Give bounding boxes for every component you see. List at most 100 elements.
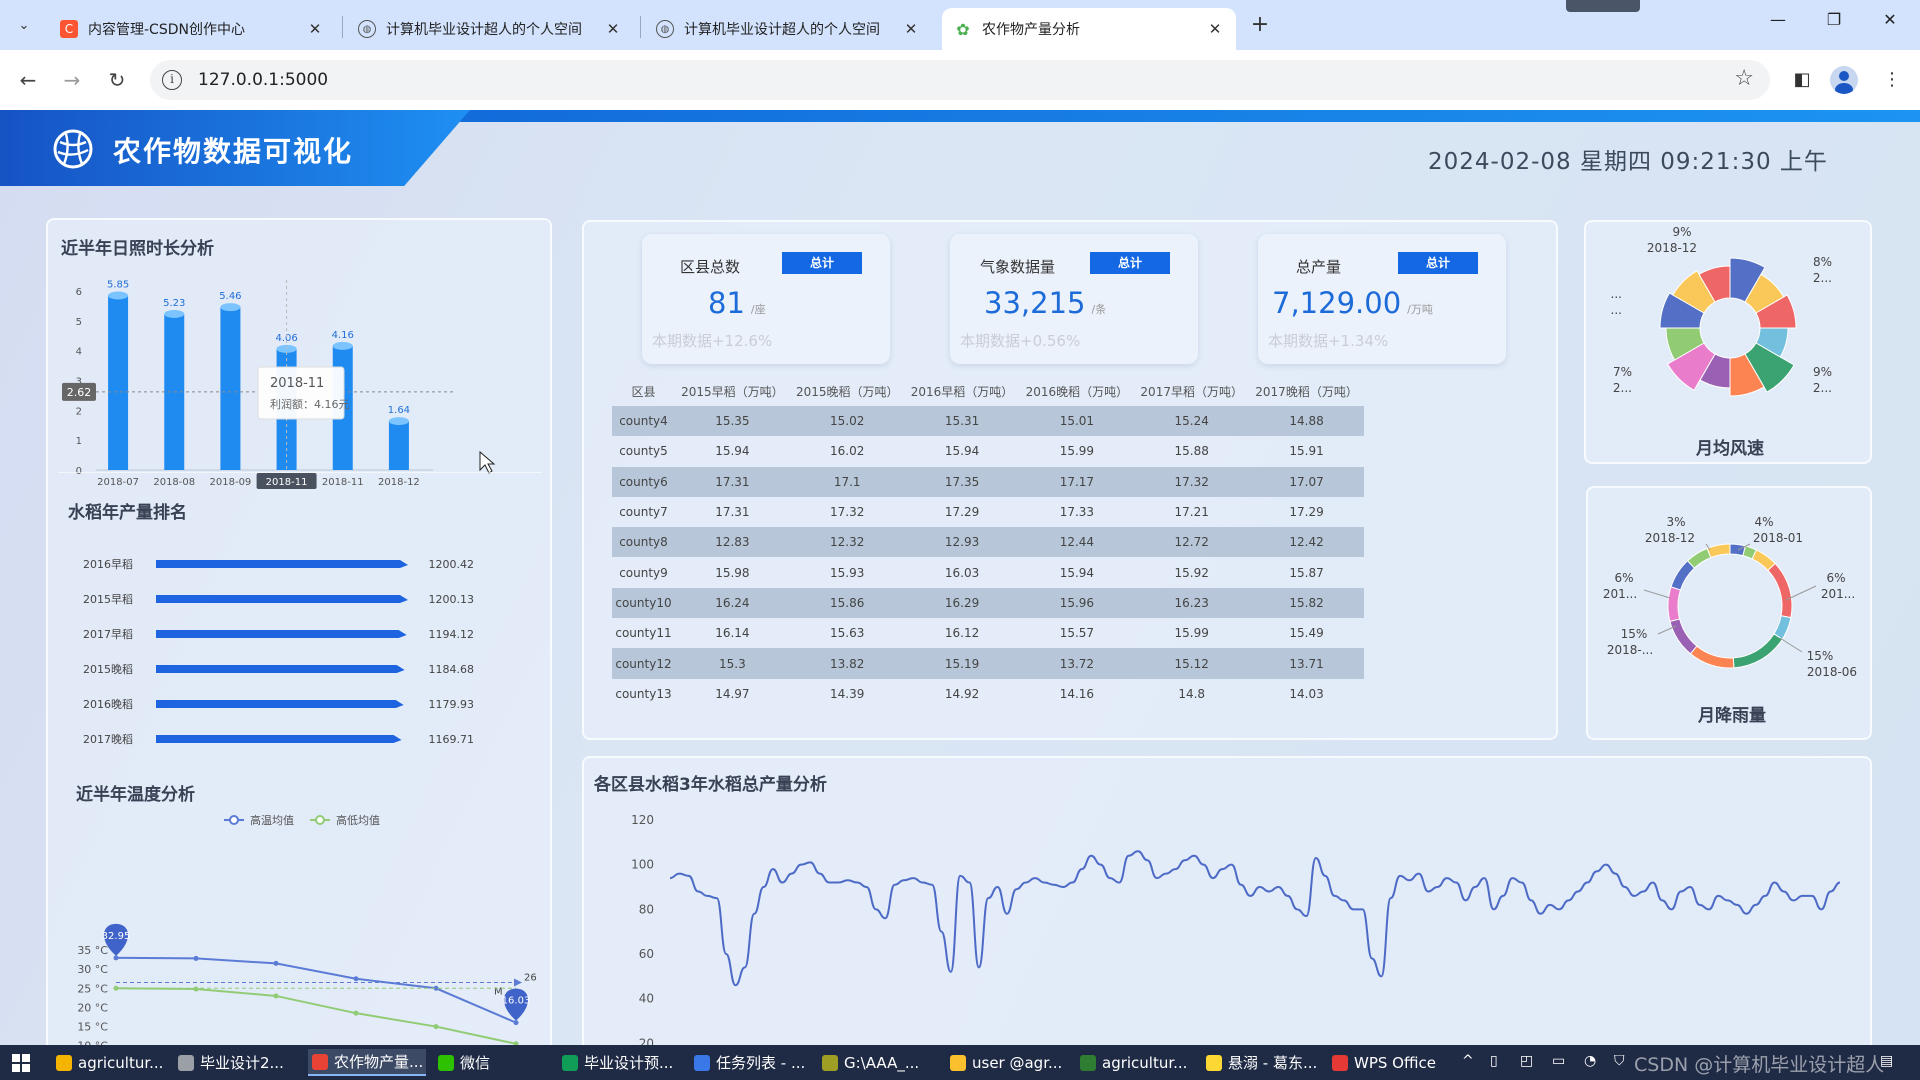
close-icon[interactable]: ✕: [606, 20, 620, 38]
rain-label: 201...: [1603, 587, 1637, 601]
temperature-chart-title: 近半年温度分析: [76, 785, 195, 805]
close-icon[interactable]: ✕: [904, 20, 918, 38]
side-panel-icon[interactable]: ◧: [1793, 69, 1811, 90]
new-tab-button[interactable]: +: [1250, 12, 1270, 37]
taskbar-item[interactable]: agricultur...: [52, 1049, 168, 1076]
taskbar-item[interactable]: 毕业设计2...: [174, 1049, 300, 1076]
wind-speed-rose-chart[interactable]: 9% 2018-12 8% 2......... 7% 2... 9% 2...: [1586, 222, 1874, 466]
column-header[interactable]: 2015晚稻（万吨）: [795, 384, 899, 399]
low-temp-point: [353, 1010, 359, 1016]
reload-icon[interactable]: ↻: [108, 68, 126, 92]
close-window-button[interactable]: ✕: [1883, 10, 1897, 29]
stat-number: 33,215: [984, 286, 1086, 320]
table-cell: county4: [612, 406, 675, 437]
app-icon: [1080, 1054, 1096, 1071]
taskbar-item[interactable]: agricultur...: [1076, 1049, 1194, 1076]
total-badge[interactable]: 总计: [782, 252, 862, 274]
column-header[interactable]: 2016晚稻（万吨）: [1025, 384, 1129, 399]
table-row[interactable]: county9 15.98 15.93 16.03 15.94 15.92 15.87: [612, 557, 1364, 587]
table-row[interactable]: county11 16.14 15.63 16.12 15.57 15.99 15.49: [612, 618, 1364, 648]
column-header[interactable]: 2015早稻（万吨）: [681, 384, 784, 399]
column-header[interactable]: 2016早稻（万吨）: [910, 384, 1014, 399]
taskbar-item[interactable]: WPS Office: [1328, 1049, 1446, 1076]
rain-label: 201...: [1821, 587, 1855, 601]
tray-wifi-icon[interactable]: ◔: [1584, 1053, 1597, 1069]
stat-delta: 本期数据+1.34%: [1268, 332, 1389, 350]
mark-label: M: [494, 987, 503, 998]
table-cell: 13.71: [1249, 648, 1364, 679]
profile-avatar[interactable]: [1830, 66, 1858, 94]
taskbar-item[interactable]: 毕业设计预...: [558, 1049, 680, 1076]
table-row[interactable]: county6 17.31 17.1 17.35 17.17 17.32 17.07: [612, 466, 1364, 497]
total-badge[interactable]: 总计: [1090, 252, 1170, 274]
tooltip-text: 利润额：4.16元: [270, 397, 350, 411]
rank-bar: [156, 665, 405, 673]
restore-button[interactable]: ❐: [1826, 10, 1842, 29]
tab-label: 计算机毕业设计超人的个人空间: [684, 22, 880, 38]
windows-start-icon[interactable]: [12, 1054, 30, 1072]
table-row[interactable]: county8 12.83 12.32 12.93 12.44 12.72 12.42: [612, 527, 1364, 558]
low-temp-point: [193, 986, 199, 992]
site-info-icon[interactable]: i: [162, 70, 182, 90]
taskbar-item[interactable]: 微信: [434, 1049, 550, 1076]
tab-crop-analysis[interactable]: ✿ 农作物产量分析 ✕: [942, 8, 1236, 50]
rice-rank-bar-chart[interactable]: 2016早稻 1200.42 2015早稻 1200.13 2017早稻 1194.12 2…: [48, 220, 554, 746]
rainfall-donut-chart[interactable]: 3% 2018-12 4% 2018-01 6% 201... 6% 201... 15% 201…: [1588, 488, 1874, 742]
url-text[interactable]: 127.0.0.1:5000: [198, 70, 329, 90]
taskbar-item[interactable]: user @agr...: [946, 1049, 1068, 1076]
production-line-chart[interactable]: 020406080100120county1county14county19co…: [584, 758, 1874, 1045]
address-bar[interactable]: i 127.0.0.1:5000 ☆: [150, 60, 1770, 100]
tab-personal-space-2[interactable]: ◍ 计算机毕业设计超人的个人空间 ✕: [644, 8, 932, 50]
table-cell: 14.03: [1289, 686, 1324, 701]
table-cell: county9: [619, 565, 668, 580]
column-header[interactable]: 2017晚稻（万吨）: [1255, 384, 1358, 399]
high-temp-point: [193, 955, 199, 961]
rank-value: 1200.42: [429, 558, 475, 571]
tray-chevron-icon[interactable]: ^: [1462, 1053, 1474, 1069]
tab-search-icon[interactable]: ⌄: [18, 17, 30, 33]
taskbar-item[interactable]: 悬溺 - 葛东...: [1202, 1049, 1320, 1076]
tray-shield-icon[interactable]: ⛉: [1614, 1053, 1625, 1069]
taskbar-item[interactable]: G:\AAA_...: [818, 1049, 938, 1076]
table-row[interactable]: county12 15.3 13.82 15.19 13.72 15.12 13.71: [612, 648, 1364, 679]
more-menu-icon[interactable]: ⋮: [1883, 69, 1901, 90]
y-tick-label: 20 °C: [77, 1001, 108, 1014]
tab-personal-space-1[interactable]: ◍ 计算机毕业设计超人的个人空间 ✕: [346, 8, 634, 50]
high-temp-point: [433, 985, 439, 991]
forward-arrow-icon[interactable]: →: [63, 68, 81, 92]
production-chart-title: 各区县水稻3年水稻总产量分析: [594, 775, 827, 795]
sunshine-bar: [108, 295, 129, 470]
sunshine-bar-chart[interactable]: 0 1 2 3 4 5 6 5.85 2018-07 5.23 2018-08 5.46 2018-09…: [48, 220, 554, 489]
taskbar-item[interactable]: 任务列表 - ...: [690, 1049, 810, 1076]
app-icon: [950, 1054, 966, 1071]
back-arrow-icon[interactable]: ←: [19, 68, 37, 92]
table-row[interactable]: county4 15.35 15.02 15.31 15.01 15.24 14.88: [612, 406, 1364, 437]
column-header[interactable]: 2017早稻（万吨）: [1140, 384, 1243, 399]
table-row[interactable]: county7 17.31 17.32 17.29 17.33 17.21 17.29: [612, 497, 1364, 527]
temperature-line-chart[interactable]: 高温均值高低均值0 °C5 °C10 °C15 °C20 °C25 °C30 °…: [48, 220, 554, 1045]
close-icon[interactable]: ✕: [1208, 20, 1222, 38]
page-title: 农作物数据可视化: [113, 135, 354, 168]
tray-network-icon[interactable]: ◰: [1520, 1053, 1534, 1069]
table-row[interactable]: county10 16.24 15.86 16.29 15.96 16.23 15.82: [612, 587, 1364, 619]
rain-label: 4%: [1754, 515, 1773, 529]
taskbar-item[interactable]: 农作物产量...: [308, 1049, 426, 1076]
tray-usb-icon[interactable]: ▯: [1490, 1053, 1498, 1069]
table-row[interactable]: county13 14.97 14.39 14.92 14.16 14.8 14.03: [612, 679, 1364, 709]
close-icon[interactable]: ✕: [308, 20, 322, 38]
y-tick-label: 3: [76, 377, 82, 388]
tray-battery-icon[interactable]: ▭: [1552, 1053, 1566, 1069]
total-badge[interactable]: 总计: [1398, 252, 1478, 274]
rain-slice: [1667, 586, 1682, 623]
table-cell: 14.8: [1178, 686, 1206, 701]
legend-label: 高低均值: [336, 813, 380, 827]
table-row[interactable]: county5 15.94 16.02 15.94 15.99 15.88 15.91: [612, 436, 1364, 466]
column-header[interactable]: 区县: [631, 384, 656, 399]
bookmark-star-icon[interactable]: ☆: [1734, 66, 1754, 91]
tab-csdn[interactable]: C 内容管理-CSDN创作中心 ✕: [48, 8, 336, 50]
globe-icon: ◍: [656, 20, 674, 38]
minimize-button[interactable]: —: [1770, 10, 1786, 29]
browser-toolbar: ← → ↻ i 127.0.0.1:5000 ☆ ◧ ⋮: [0, 50, 1920, 110]
y-tick-label: 5: [76, 317, 82, 328]
notification-icon[interactable]: ▤: [1880, 1053, 1894, 1069]
